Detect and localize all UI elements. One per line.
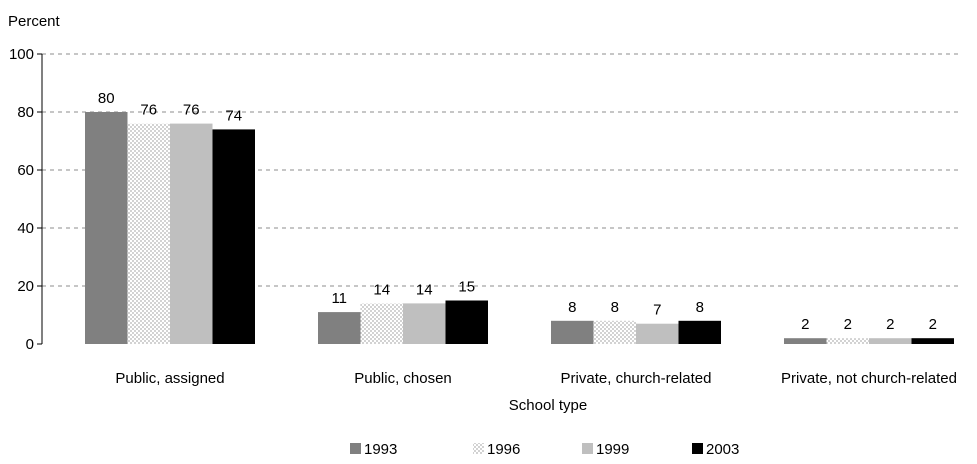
x-category-label: Public, assigned: [115, 370, 224, 387]
bar-2003-3: [911, 338, 954, 344]
y-axis-label: Percent: [8, 13, 61, 30]
y-tick-label: 80: [17, 104, 34, 121]
legend-label: 1999: [596, 441, 629, 458]
legend-swatch-1999: [582, 443, 593, 454]
bar-1999-0: [170, 123, 213, 344]
bar-1993-3: [784, 338, 827, 344]
x-axis-label: School type: [509, 397, 587, 414]
legend: 1993 1996 1999 2003: [350, 441, 739, 458]
y-axis-ticks: 0 20 40 60 80 100: [9, 46, 42, 353]
data-label: 7: [653, 302, 661, 319]
legend-label: 1996: [487, 441, 520, 458]
bar-1993-2: [551, 320, 594, 344]
data-label: 8: [568, 299, 576, 316]
legend-label: 2003: [706, 441, 739, 458]
bar-1999-2: [636, 323, 679, 344]
x-category-label: Private, not church-related: [781, 370, 957, 387]
y-tick-label: 0: [26, 336, 34, 353]
data-label: 8: [611, 299, 619, 316]
data-label: 76: [183, 102, 200, 119]
bar-1996-0: [127, 123, 170, 344]
bar-2003-1: [445, 300, 488, 344]
data-label: 8: [696, 299, 704, 316]
bars: [85, 112, 954, 344]
data-label: 2: [929, 316, 937, 333]
bar-1999-3: [869, 338, 912, 344]
bar-1996-2: [593, 320, 636, 344]
x-category-label: Private, church-related: [561, 370, 712, 387]
data-label: 74: [225, 107, 242, 124]
legend-swatch-1996: [473, 443, 484, 454]
legend-label: 1993: [364, 441, 397, 458]
bar-2003-0: [212, 129, 255, 344]
y-tick-label: 100: [9, 46, 34, 63]
bar-1993-0: [85, 112, 128, 344]
data-label: 2: [886, 316, 894, 333]
data-label: 15: [458, 279, 475, 296]
bar-1996-3: [826, 338, 869, 344]
y-tick-label: 40: [17, 220, 34, 237]
x-axis-categories: Public, assigned Public, chosen Private, c…: [115, 370, 957, 387]
legend-swatch-2003: [692, 443, 703, 454]
legend-swatch-1993: [350, 443, 361, 454]
bar-1993-1: [318, 312, 361, 344]
data-label: 11: [331, 290, 347, 307]
data-label: 2: [844, 316, 852, 333]
y-tick-label: 60: [17, 162, 34, 179]
data-label: 2: [801, 316, 809, 333]
bar-1999-1: [403, 303, 446, 344]
data-labels: 80 76 76 74 11 14 14 15 8 8 7 8 2 2 2 2: [98, 90, 937, 333]
data-label: 80: [98, 90, 115, 107]
data-label: 14: [373, 281, 390, 298]
bar-2003-2: [678, 320, 721, 344]
y-tick-label: 20: [17, 278, 34, 295]
data-label: 76: [140, 102, 157, 119]
x-category-label: Public, chosen: [354, 370, 452, 387]
bar-1996-1: [360, 303, 403, 344]
data-label: 14: [416, 281, 433, 298]
